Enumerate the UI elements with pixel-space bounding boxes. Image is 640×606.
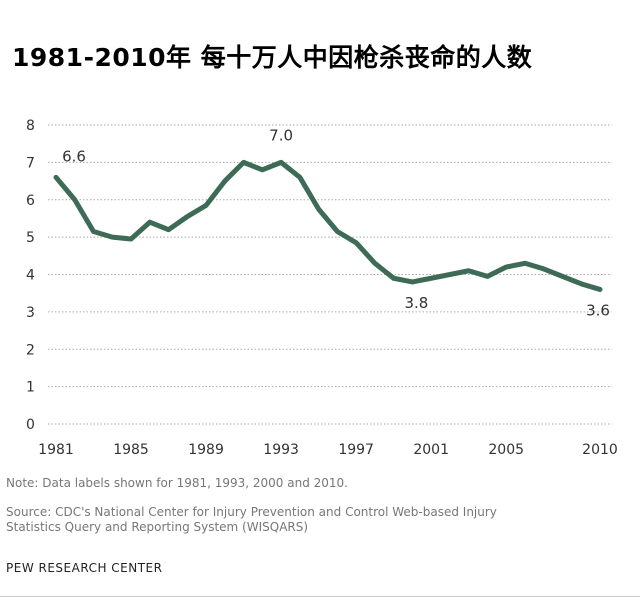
data-label: 3.8: [404, 294, 428, 312]
brand-label: PEW RESEARCH CENTER: [6, 561, 163, 575]
x-tick-label: 2005: [488, 442, 524, 458]
y-tick-label: 1: [26, 380, 35, 396]
y-tick-label: 8: [26, 118, 35, 134]
y-tick-label: 2: [26, 342, 35, 358]
chart-note: Note: Data labels shown for 1981, 1993, …: [6, 476, 348, 490]
source-line-1: Source: CDC's National Center for Injury…: [6, 505, 497, 519]
chart-title: 1981-2010年 每十万人中因枪杀丧命的人数: [12, 43, 533, 72]
x-tick-label: 2001: [413, 442, 449, 458]
y-tick-label: 5: [26, 230, 35, 246]
y-tick-label: 4: [26, 268, 35, 284]
x-tick-label: 1989: [188, 442, 224, 458]
data-label: 3.6: [586, 301, 610, 319]
y-tick-label: 6: [26, 193, 35, 209]
y-tick-label: 7: [26, 155, 35, 171]
y-tick-label: 0: [26, 417, 35, 433]
source-line-2: Statistics Query and Reporting System (W…: [6, 520, 309, 534]
data-label: 7.0: [269, 126, 293, 144]
x-tick-label: 1993: [263, 442, 299, 458]
line-chart: 0 1 2 3 4 5 6 7 8 1981 1985 1989 1993 1997 2001 2005 201…: [26, 118, 618, 458]
x-tick-label: 2010: [582, 442, 618, 458]
y-tick-label: 3: [26, 305, 35, 321]
x-tick-label: 1981: [38, 442, 74, 458]
x-tick-label: 1985: [113, 442, 149, 458]
divider: [0, 596, 640, 597]
data-line: [53, 159, 603, 292]
data-label: 6.6: [62, 147, 86, 165]
x-tick-label: 1997: [338, 442, 374, 458]
